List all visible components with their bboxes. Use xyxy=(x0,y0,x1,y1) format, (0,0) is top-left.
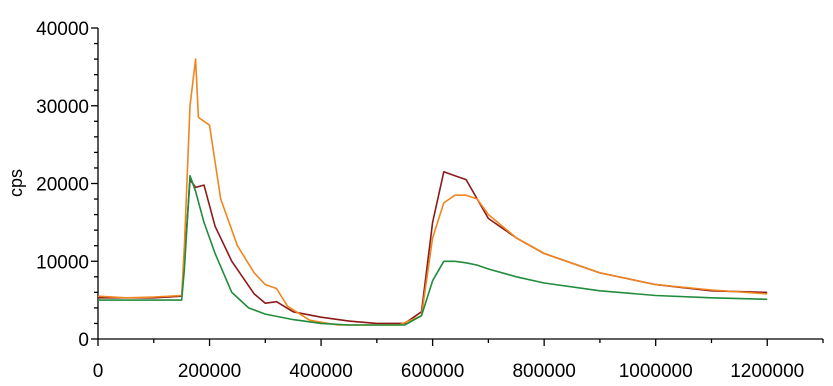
series-line-2 xyxy=(97,58,768,326)
series-line-1 xyxy=(98,171,768,325)
y-tick-label: 30000 xyxy=(36,97,89,118)
x-axis: 0 200000 400000 600000 800000 1000000 1200000 xyxy=(93,338,824,382)
y-axis: 0 10000 20000 30000 40000 xyxy=(36,19,99,351)
y-tick-label: 0 xyxy=(78,330,89,351)
y-tick-label: 20000 xyxy=(36,175,89,196)
series-group xyxy=(97,58,768,326)
series-line-3 xyxy=(98,174,768,326)
x-tick-label: 200000 xyxy=(178,361,241,382)
y-tick-label: 10000 xyxy=(36,252,89,273)
y-axis-title: cps xyxy=(6,169,26,197)
x-tick-label: 600000 xyxy=(401,361,464,382)
y-tick-label: 40000 xyxy=(36,19,89,40)
x-tick-label: 1000000 xyxy=(619,361,693,382)
x-tick-label: 0 xyxy=(93,361,104,382)
x-tick-label: 800000 xyxy=(512,361,575,382)
x-tick-label: 400000 xyxy=(289,361,352,382)
x-tick-label: 1200000 xyxy=(730,361,804,382)
